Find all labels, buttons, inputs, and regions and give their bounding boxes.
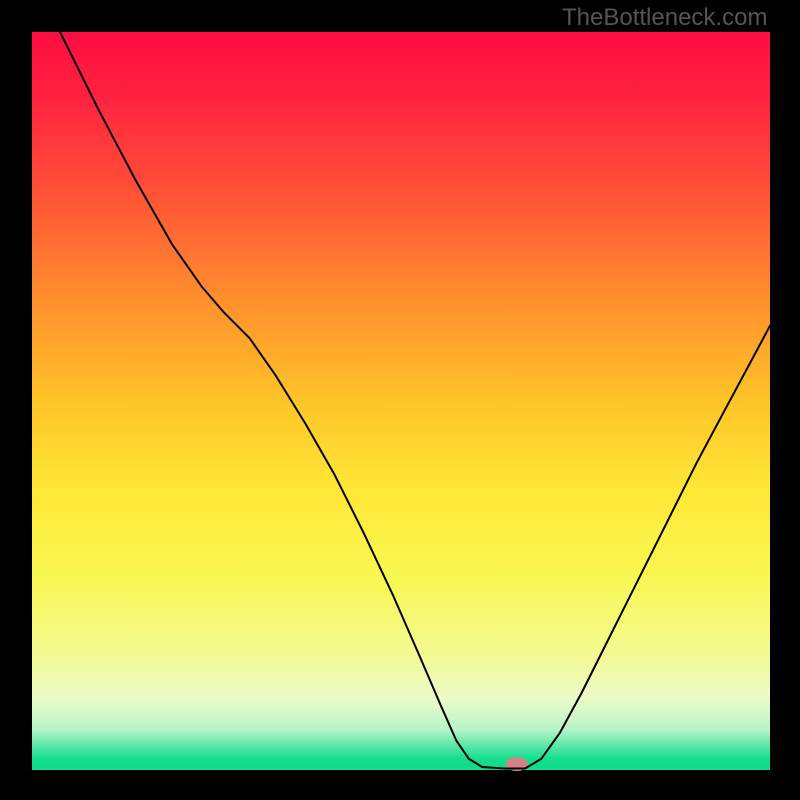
- watermark-text: TheBottleneck.com: [562, 4, 767, 32]
- gradient-plot-area: [32, 32, 770, 770]
- chart-svg: [0, 0, 800, 800]
- chart-viewport: TheBottleneck.com: [0, 0, 800, 800]
